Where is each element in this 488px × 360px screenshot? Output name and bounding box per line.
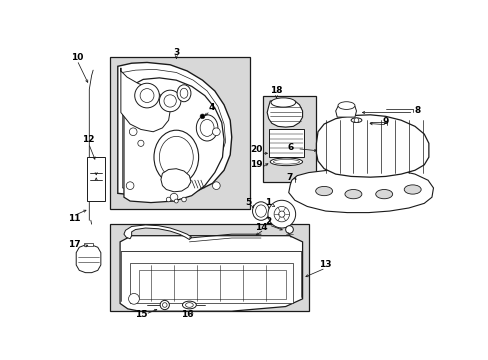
Ellipse shape xyxy=(255,205,266,217)
Text: 19: 19 xyxy=(249,160,262,169)
Polygon shape xyxy=(110,57,250,209)
Circle shape xyxy=(126,182,134,189)
Ellipse shape xyxy=(252,202,269,220)
Circle shape xyxy=(166,197,171,202)
Circle shape xyxy=(138,140,143,147)
Circle shape xyxy=(267,200,295,228)
Polygon shape xyxy=(268,130,304,157)
Ellipse shape xyxy=(350,118,361,122)
Circle shape xyxy=(353,118,358,122)
Polygon shape xyxy=(123,225,191,239)
Ellipse shape xyxy=(375,189,392,199)
Text: 3: 3 xyxy=(173,48,179,57)
Polygon shape xyxy=(118,62,231,197)
Ellipse shape xyxy=(270,98,295,107)
Ellipse shape xyxy=(270,158,302,166)
Polygon shape xyxy=(120,236,302,311)
Text: 1: 1 xyxy=(264,198,270,207)
Polygon shape xyxy=(123,78,224,203)
Text: 6: 6 xyxy=(286,143,293,152)
Circle shape xyxy=(200,114,204,119)
Circle shape xyxy=(212,128,220,136)
Circle shape xyxy=(285,226,293,233)
Text: 20: 20 xyxy=(250,145,262,154)
Ellipse shape xyxy=(315,186,332,195)
Ellipse shape xyxy=(185,303,193,307)
Polygon shape xyxy=(288,169,432,213)
Polygon shape xyxy=(262,95,316,182)
Polygon shape xyxy=(121,68,170,132)
Text: 10: 10 xyxy=(71,53,83,62)
Ellipse shape xyxy=(344,189,361,199)
Polygon shape xyxy=(161,169,190,192)
Circle shape xyxy=(129,128,137,136)
Text: 8: 8 xyxy=(414,107,420,116)
Polygon shape xyxy=(87,157,104,201)
Polygon shape xyxy=(76,245,101,273)
Text: 15: 15 xyxy=(134,310,147,319)
Circle shape xyxy=(163,95,176,107)
Text: 13: 13 xyxy=(319,260,331,269)
Circle shape xyxy=(278,211,285,217)
Text: 14: 14 xyxy=(254,224,267,233)
Circle shape xyxy=(128,293,139,304)
Polygon shape xyxy=(110,224,308,311)
Circle shape xyxy=(274,206,289,222)
Ellipse shape xyxy=(180,88,187,98)
Circle shape xyxy=(174,199,178,203)
Polygon shape xyxy=(84,243,93,247)
Polygon shape xyxy=(266,101,302,127)
Text: 9: 9 xyxy=(382,117,388,126)
Circle shape xyxy=(160,300,169,310)
Ellipse shape xyxy=(200,120,214,136)
Text: 4: 4 xyxy=(208,103,214,112)
Ellipse shape xyxy=(182,301,196,309)
Polygon shape xyxy=(316,115,428,177)
Text: 18: 18 xyxy=(269,86,282,95)
Circle shape xyxy=(159,90,181,112)
Text: 2: 2 xyxy=(265,217,271,226)
Text: 16: 16 xyxy=(181,310,193,319)
Ellipse shape xyxy=(273,159,299,164)
Text: 11: 11 xyxy=(67,214,80,223)
Circle shape xyxy=(170,193,178,201)
Text: 17: 17 xyxy=(67,240,80,249)
Polygon shape xyxy=(122,69,225,192)
Text: 7: 7 xyxy=(286,174,292,183)
Circle shape xyxy=(135,83,159,108)
Polygon shape xyxy=(335,103,356,117)
Ellipse shape xyxy=(337,102,354,109)
Ellipse shape xyxy=(177,85,190,102)
Polygon shape xyxy=(130,263,293,303)
Circle shape xyxy=(182,197,186,202)
Ellipse shape xyxy=(154,130,198,184)
Circle shape xyxy=(212,182,220,189)
Text: 5: 5 xyxy=(245,198,251,207)
Circle shape xyxy=(162,303,167,307)
Ellipse shape xyxy=(196,115,218,141)
Ellipse shape xyxy=(404,185,420,194)
Ellipse shape xyxy=(159,136,193,178)
Polygon shape xyxy=(139,270,285,299)
Text: 12: 12 xyxy=(82,135,95,144)
Circle shape xyxy=(140,89,154,103)
